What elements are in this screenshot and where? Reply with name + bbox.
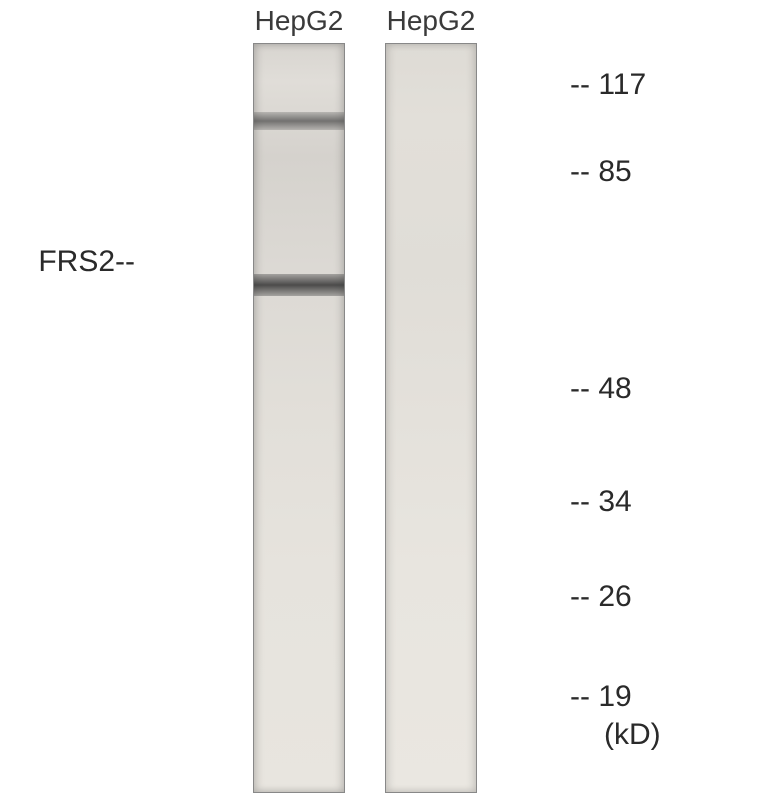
marker-3: -- 48 bbox=[570, 372, 632, 406]
protein-label: FRS2-- bbox=[5, 245, 135, 279]
marker-2: -- 85 bbox=[570, 155, 632, 189]
marker-4: -- 34 bbox=[570, 485, 632, 519]
unit-label: (kD) bbox=[604, 718, 661, 752]
lane-1-bg bbox=[254, 44, 344, 792]
marker-6: -- 19 bbox=[570, 680, 632, 714]
lane-1-band-1 bbox=[254, 112, 344, 130]
lane-1-band-2 bbox=[254, 274, 344, 296]
lane-2 bbox=[385, 43, 477, 793]
marker-1: -- 117 bbox=[570, 68, 646, 102]
lane-2-container: HepG2 bbox=[385, 5, 477, 793]
lane-1-container: HepG2 bbox=[253, 5, 345, 793]
lane-1 bbox=[253, 43, 345, 793]
marker-5: -- 26 bbox=[570, 580, 632, 614]
lane-1-label: HepG2 bbox=[253, 5, 345, 37]
lane-2-label: HepG2 bbox=[385, 5, 477, 37]
lane-2-bg bbox=[386, 44, 476, 792]
